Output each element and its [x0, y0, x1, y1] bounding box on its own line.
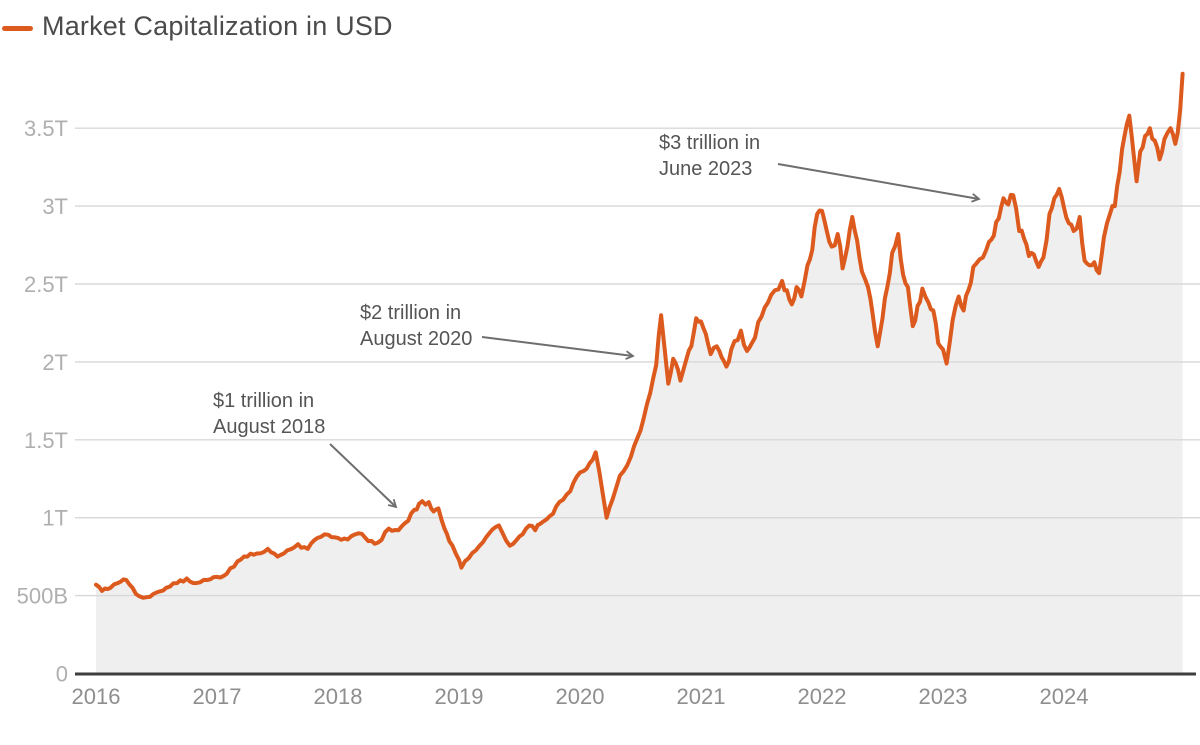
x-axis-tick-label: 2016 — [72, 684, 121, 709]
x-axis-tick-label: 2023 — [919, 684, 968, 709]
annotation-arrow — [777, 163, 981, 203]
y-axis-tick-label: 1T — [42, 506, 68, 531]
chart-title: Market Capitalization in USD — [42, 11, 393, 41]
annotation-text: $2 trillion in August 2020 — [360, 302, 472, 350]
series-area — [96, 73, 1183, 673]
series-line — [94, 71, 1185, 600]
y-axis-tick-label: 3T — [42, 194, 68, 219]
legend-line-swatch — [2, 25, 33, 31]
y-axis-tick-label: 2.5T — [24, 272, 68, 297]
y-axis-tick-label: 0 — [56, 662, 68, 687]
chart-header: Market Capitalization in USD — [2, 11, 393, 42]
x-axis-tick-label: 2018 — [314, 684, 363, 709]
x-axis-tick-label: 2024 — [1040, 684, 1089, 709]
x-axis-tick-label: 2022 — [798, 684, 847, 709]
annotation-text: $3 trillion in June 2023 — [659, 132, 760, 180]
x-axis-tick-label: 2019 — [435, 684, 484, 709]
annotation-text: $1 trillion in August 2018 — [213, 390, 325, 438]
annotation-arrow — [481, 336, 635, 360]
y-axis-tick-label: 500B — [17, 584, 68, 609]
y-axis-tick-label: 1.5T — [24, 428, 68, 453]
y-axis-tick-label: 2T — [42, 350, 68, 375]
x-axis-tick-label: 2017 — [193, 684, 242, 709]
x-axis-tick-label: 2021 — [677, 684, 726, 709]
x-axis-tick-label: 2020 — [556, 684, 605, 709]
annotation-arrow — [329, 443, 398, 509]
y-axis-tick-label: 3.5T — [24, 116, 68, 141]
